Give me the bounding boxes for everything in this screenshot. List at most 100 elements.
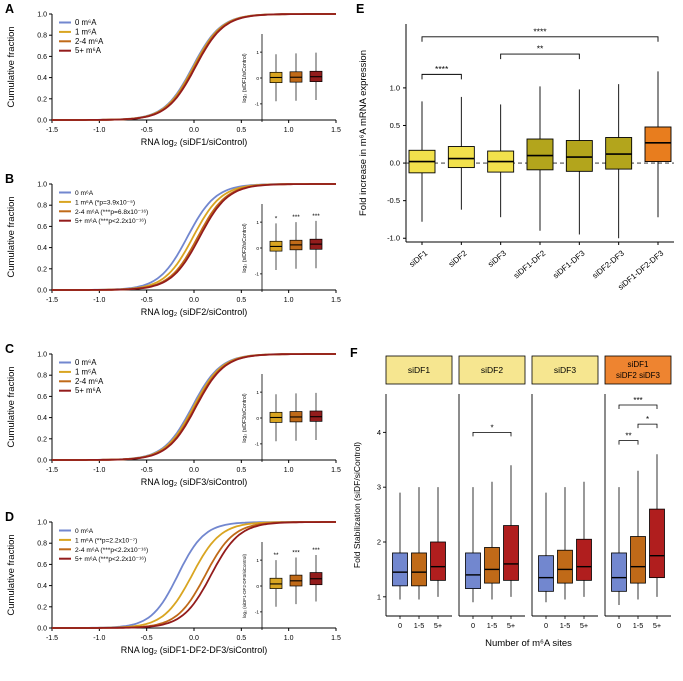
svg-text:1: 1	[377, 592, 381, 601]
cdf-curve	[52, 521, 336, 629]
svg-text:siDF2: siDF2	[481, 365, 503, 375]
legend: 0 m⁶A 1 m⁶A (**p=2.2x10⁻⁷) 2-4 m⁶A (***p<2…	[59, 528, 148, 563]
svg-text:2: 2	[377, 538, 381, 547]
svg-text:1.0: 1.0	[284, 467, 294, 474]
svg-text:1.0: 1.0	[37, 182, 47, 189]
svg-text:0.0: 0.0	[189, 635, 199, 642]
svg-text:siDF3: siDF3	[486, 248, 508, 269]
svg-text:0: 0	[256, 584, 259, 590]
svg-text:-1: -1	[255, 610, 260, 616]
svg-text:siDF2: siDF2	[447, 248, 469, 269]
svg-text:RNA log₂ (siDF1-DF2-DF3/siCont: RNA log₂ (siDF1-DF2-DF3/siControl)	[121, 645, 268, 655]
svg-text:Number of m⁶A sites: Number of m⁶A sites	[485, 638, 572, 649]
cdf-curves	[52, 183, 336, 291]
panel-b-cdf-chart: -1.5 -1.0 -0.5 0.0 0.5 1.0 1.5 0.0 0.2 0.4 0.6 0.8 1…	[6, 182, 341, 318]
svg-text:0.5: 0.5	[236, 467, 246, 474]
box	[392, 552, 408, 587]
svg-text:siDF3: siDF3	[554, 365, 576, 375]
facet-header	[385, 355, 453, 385]
box	[611, 552, 627, 592]
box	[430, 541, 446, 581]
svg-text:0.2: 0.2	[37, 266, 47, 273]
svg-text:-1.5: -1.5	[46, 467, 58, 474]
svg-text:siDF1: siDF1	[407, 248, 429, 269]
svg-text:0.0: 0.0	[37, 626, 47, 633]
box	[557, 549, 573, 584]
svg-text:log₂ (siDF1-DF2-DF3/siControl): log₂ (siDF1-DF2-DF3/siControl)	[242, 554, 247, 619]
svg-text:1.0: 1.0	[37, 520, 47, 527]
cdf-curves	[52, 353, 336, 461]
svg-text:1.5: 1.5	[331, 467, 341, 474]
panel-d-cdf-chart: -1.5 -1.0 -0.5 0.0 0.5 1.0 1.5 0.0 0.2 0.4 0.6 0.8 1…	[6, 520, 341, 656]
svg-text:siDF2 siDF3: siDF2 siDF3	[616, 371, 661, 380]
panel-e-boxplot-chart: -1.0 -0.5 0.0 0.5 1.0 Fold increase in m⁶A mR…	[358, 24, 674, 292]
svg-text:1.0: 1.0	[37, 352, 47, 359]
svg-text:-1.0: -1.0	[93, 635, 105, 642]
box	[503, 525, 519, 581]
inset-boxplot: -1 0 1 log₂ (siDF1/siControl)	[242, 34, 323, 122]
svg-text:Cumulative fraction: Cumulative fraction	[6, 26, 17, 107]
svg-text:2-4 m⁶A (***p=6.8x10⁻¹⁶): 2-4 m⁶A (***p=6.8x10⁻¹⁶)	[75, 209, 148, 216]
svg-text:5+ m⁶A: 5+ m⁶A	[75, 386, 102, 395]
svg-text:0.8: 0.8	[37, 33, 47, 40]
axes: -1.0 -0.5 0.0 0.5 1.0 Fold increase in m⁶A mR…	[358, 24, 674, 243]
svg-text:-1: -1	[255, 102, 260, 108]
svg-text:Fold Stabilization (siDF/siCon: Fold Stabilization (siDF/siControl)	[352, 442, 362, 568]
svg-text:Cumulative fraction: Cumulative fraction	[6, 534, 17, 615]
svg-text:1-5: 1-5	[560, 621, 571, 630]
svg-text:0.4: 0.4	[37, 415, 47, 422]
box	[565, 140, 593, 172]
box	[447, 146, 475, 169]
svg-text:0.0: 0.0	[37, 118, 47, 125]
svg-text:0: 0	[256, 76, 259, 82]
svg-text:-1.5: -1.5	[46, 297, 58, 304]
svg-text:1: 1	[256, 558, 259, 564]
svg-text:RNA log₂ (siDF1/siControl): RNA log₂ (siDF1/siControl)	[141, 137, 248, 147]
svg-text:siDF1-DF3: siDF1-DF3	[551, 248, 587, 280]
svg-text:-1.0: -1.0	[387, 234, 400, 243]
box	[526, 138, 554, 171]
box	[465, 552, 481, 589]
axes: -1.5 -1.0 -0.5 0.0 0.5 1.0 1.5 0.0 0.2 0.4 0.6 0.8 1…	[6, 352, 341, 488]
box	[538, 555, 554, 592]
panel-label-b: B	[5, 172, 15, 186]
svg-text:Cumulative fraction: Cumulative fraction	[6, 196, 17, 277]
svg-text:*: *	[275, 215, 278, 222]
svg-text:0.2: 0.2	[37, 96, 47, 103]
cdf-curve	[52, 13, 336, 121]
svg-text:siDF1: siDF1	[628, 360, 649, 369]
facet-header	[458, 355, 526, 385]
svg-text:1.0: 1.0	[284, 127, 294, 134]
panel-label-c: C	[5, 342, 15, 356]
panel-label-d: D	[5, 510, 15, 524]
svg-text:2-4 m⁶A: 2-4 m⁶A	[75, 377, 104, 386]
facet-2: siDF3 0 1-5 5+	[531, 355, 599, 630]
svg-text:RNA log₂ (siDF3/siControl): RNA log₂ (siDF3/siControl)	[141, 477, 248, 487]
svg-text:0.6: 0.6	[37, 224, 47, 231]
svg-text:0.4: 0.4	[37, 245, 47, 252]
inset-boxplot: -1 0 1 log₂ (siDF3/siControl)	[242, 374, 323, 462]
panel-label-f: F	[350, 346, 358, 360]
panel-f-facet-boxplot-chart: Fold Stabilization (siDF/siControl) siDF1…	[352, 355, 672, 649]
box	[576, 538, 592, 581]
facet-header	[531, 355, 599, 385]
svg-text:1.0: 1.0	[390, 83, 400, 92]
box	[411, 552, 427, 587]
svg-text:****: ****	[533, 26, 547, 36]
facet-0: siDF1 1 2 3 4 0 1-5 5+	[377, 355, 453, 630]
svg-text:5+: 5+	[507, 621, 515, 630]
svg-text:2-4 m⁶A (***p<2.2x10⁻¹⁶): 2-4 m⁶A (***p<2.2x10⁻¹⁶)	[75, 547, 148, 554]
box	[484, 547, 500, 584]
svg-text:RNA log₂ (siDF2/siControl): RNA log₂ (siDF2/siControl)	[141, 307, 248, 317]
svg-text:0: 0	[617, 621, 621, 630]
significance-brackets: **********	[421, 26, 659, 80]
svg-text:**: **	[625, 432, 631, 441]
svg-text:0: 0	[256, 246, 259, 252]
svg-text:log₂ (siDF2/siControl): log₂ (siDF2/siControl)	[242, 223, 248, 273]
significance-bracket	[618, 404, 658, 409]
svg-text:-1.0: -1.0	[93, 127, 105, 134]
svg-text:-1.0: -1.0	[93, 467, 105, 474]
